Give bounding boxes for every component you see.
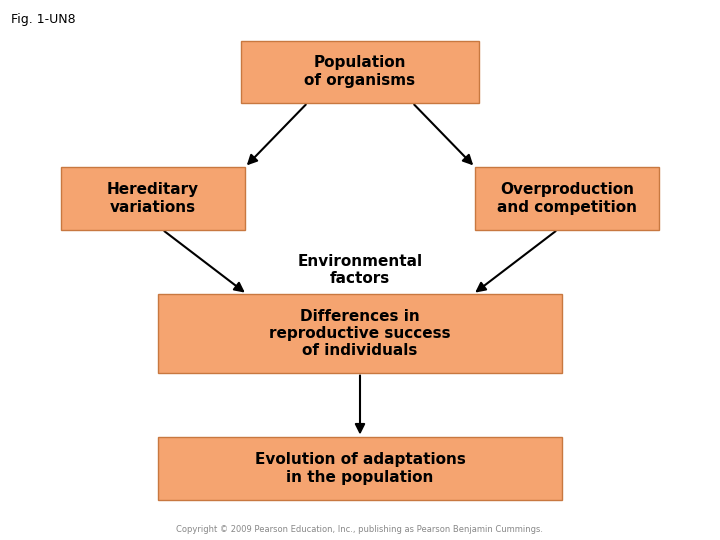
FancyBboxPatch shape — [241, 40, 479, 103]
Text: Population
of organisms: Population of organisms — [305, 55, 415, 87]
Text: Environmental
factors: Environmental factors — [297, 254, 423, 286]
FancyBboxPatch shape — [158, 437, 562, 500]
Text: Hereditary
variations: Hereditary variations — [107, 183, 199, 215]
Text: Evolution of adaptations
in the population: Evolution of adaptations in the populati… — [255, 453, 465, 485]
FancyBboxPatch shape — [158, 294, 562, 373]
Text: Overproduction
and competition: Overproduction and competition — [497, 183, 637, 215]
Text: Fig. 1-UN8: Fig. 1-UN8 — [11, 14, 76, 26]
Text: Copyright © 2009 Pearson Education, Inc., publishing as Pearson Benjamin Cumming: Copyright © 2009 Pearson Education, Inc.… — [176, 524, 544, 534]
FancyBboxPatch shape — [475, 167, 659, 230]
FancyBboxPatch shape — [61, 167, 245, 230]
Text: Differences in
reproductive success
of individuals: Differences in reproductive success of i… — [269, 308, 451, 359]
